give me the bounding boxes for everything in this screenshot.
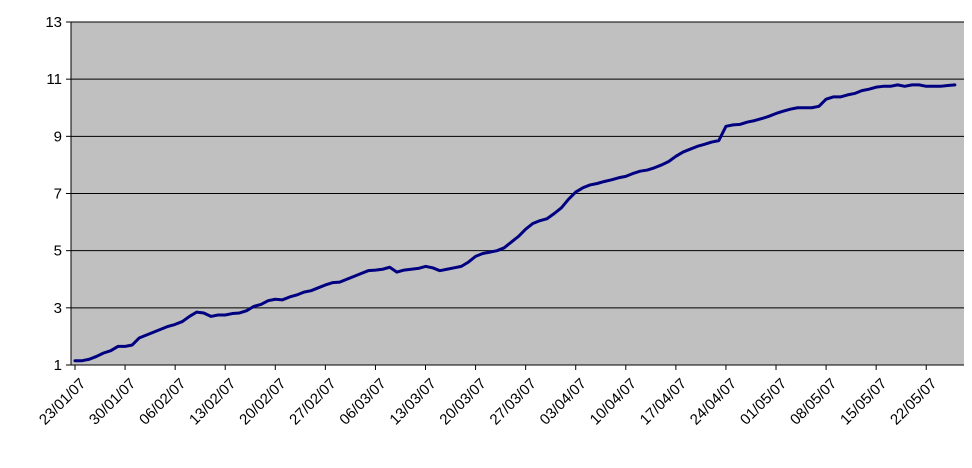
x-tick-label: 27/03/07 <box>487 375 540 428</box>
x-tick-label: 24/04/07 <box>687 375 740 428</box>
x-tick-label: 08/05/07 <box>787 375 840 428</box>
series-line <box>73 83 957 363</box>
y-tick-label: 3 <box>54 300 62 317</box>
y-tick-label: 9 <box>54 128 62 145</box>
x-tick-label: 06/03/07 <box>336 375 389 428</box>
x-tick-label: 13/03/07 <box>386 375 439 428</box>
x-tick-label: 20/03/07 <box>436 375 489 428</box>
x-tick-label: 17/04/07 <box>637 375 690 428</box>
x-tick-label: 27/02/07 <box>286 375 339 428</box>
x-axis-tick-labels: 23/01/0730/01/0706/02/0713/02/0720/02/07… <box>36 365 940 428</box>
x-tick-label: 06/02/07 <box>136 375 189 428</box>
x-tick-label: 13/02/07 <box>186 375 239 428</box>
y-tick-label: 11 <box>46 71 62 88</box>
y-tick-label: 1 <box>54 357 62 374</box>
gridlines <box>71 21 964 309</box>
x-tick-label: 01/05/07 <box>737 375 790 428</box>
x-tick-label: 10/04/07 <box>587 375 640 428</box>
x-tick-label: 22/05/07 <box>887 375 940 428</box>
x-tick-label: 03/04/07 <box>537 375 590 428</box>
y-tick-label: 7 <box>54 186 62 203</box>
y-tick-label: 13 <box>45 14 62 31</box>
x-tick-label: 20/02/07 <box>236 375 289 428</box>
x-tick-label: 15/05/07 <box>837 375 890 428</box>
y-tick-label: 5 <box>54 243 62 260</box>
x-tick-label: 30/01/07 <box>86 375 139 428</box>
x-tick-label: 23/01/07 <box>36 375 89 428</box>
